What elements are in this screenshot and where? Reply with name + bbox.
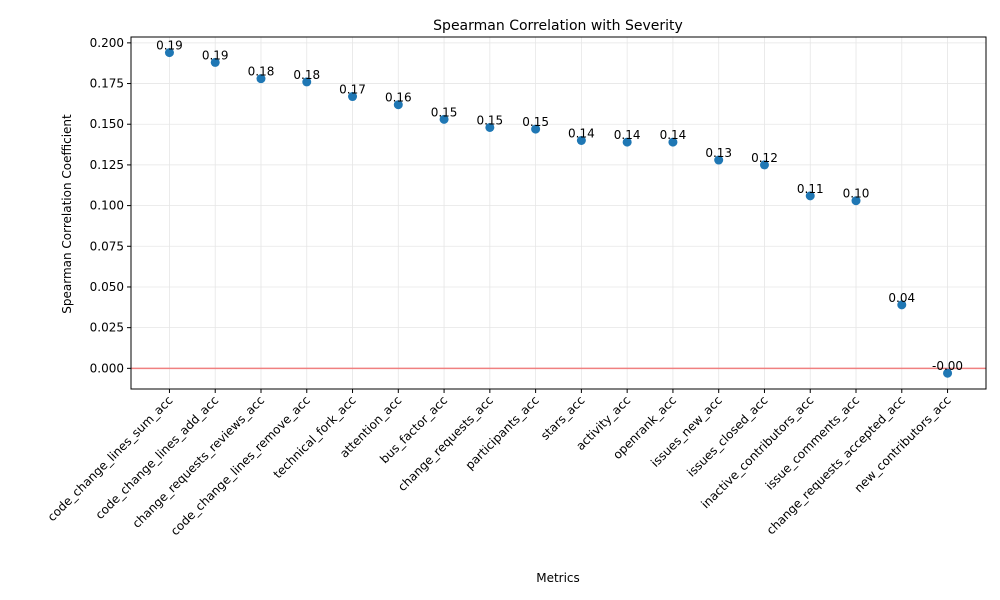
data-label: 0.15	[476, 113, 503, 127]
y-tick-label: 0.125	[90, 158, 124, 172]
y-tick-label: 0.175	[90, 77, 124, 91]
data-label: 0.15	[522, 115, 549, 129]
data-label: 0.04	[888, 291, 915, 305]
y-tick-label: 0.100	[90, 199, 124, 213]
data-point	[164, 48, 174, 58]
x-axis-title: Metrics	[536, 571, 580, 585]
data-point	[302, 77, 312, 87]
data-label: 0.14	[614, 128, 641, 142]
data-labels: 0.19 0.19 0.18 0.18 0.17 0.16 0.15 0.15 0.15 0.14…	[156, 39, 963, 374]
y-tick-label: 0.025	[90, 321, 124, 335]
data-label: 0.11	[797, 182, 824, 196]
data-label: 0.15	[431, 105, 458, 119]
data-label: 0.12	[751, 151, 778, 165]
data-point	[668, 137, 678, 147]
data-point	[485, 122, 495, 132]
y-axis-ticks: 0.000 0.025 0.050 0.075 0.100 0.125 0.150 0.175…	[90, 36, 131, 375]
data-point	[210, 57, 220, 67]
y-axis-title: Spearman Correlation Coefficient	[60, 114, 74, 314]
data-label: 0.18	[293, 68, 320, 82]
data-point	[439, 114, 449, 124]
data-point	[393, 100, 403, 110]
y-tick-label: 0.200	[90, 36, 124, 50]
data-label: 0.19	[202, 48, 229, 62]
data-point	[897, 300, 907, 310]
data-label: 0.14	[568, 127, 595, 141]
data-point	[759, 160, 769, 170]
data-point	[851, 196, 861, 206]
data-point	[805, 191, 815, 201]
grid-lines	[131, 37, 986, 389]
data-point	[622, 137, 632, 147]
data-point	[714, 155, 724, 165]
data-points	[164, 48, 953, 378]
y-tick-label: 0.050	[90, 280, 124, 294]
data-point	[531, 124, 541, 134]
data-point	[576, 136, 586, 146]
data-point	[943, 368, 953, 378]
data-label: -0.00	[932, 359, 963, 373]
data-label: 0.10	[843, 187, 870, 201]
data-label: 0.19	[156, 39, 183, 53]
data-label: 0.18	[248, 65, 275, 79]
data-label: 0.16	[385, 91, 412, 105]
chart-title: Spearman Correlation with Severity	[433, 18, 683, 34]
data-point	[256, 74, 266, 84]
y-tick-label: 0.150	[90, 117, 124, 131]
data-point	[348, 92, 358, 102]
data-label: 0.17	[339, 83, 366, 97]
y-tick-label: 0.075	[90, 239, 124, 253]
data-label: 0.14	[660, 128, 687, 142]
plot-frame	[130, 36, 987, 390]
data-label: 0.13	[705, 146, 732, 160]
y-tick-label: 0.000	[90, 361, 124, 375]
